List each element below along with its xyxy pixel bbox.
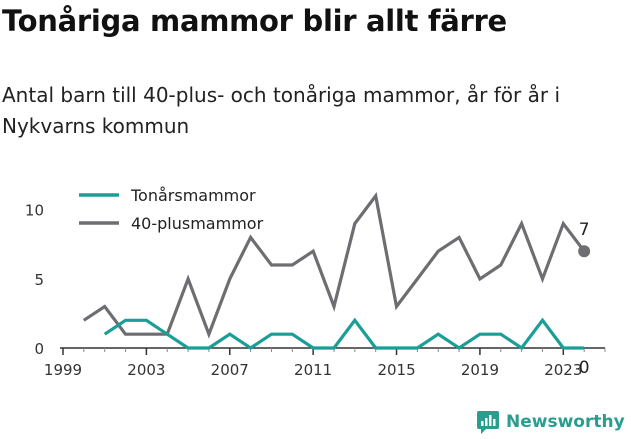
newsworthy-icon xyxy=(477,411,499,434)
end-value-label: 7 xyxy=(579,220,590,240)
y-tick-label: 5 xyxy=(34,271,44,289)
x-tick-label: 2011 xyxy=(294,361,332,379)
x-tick-label: 2003 xyxy=(127,361,165,379)
x-tick-label: 2007 xyxy=(211,361,249,379)
series-line-0 xyxy=(103,317,585,351)
x-tick-label: 2019 xyxy=(461,361,499,379)
y-tick-label: 0 xyxy=(34,340,44,358)
end-point-marker xyxy=(578,245,591,258)
x-tick-label: 1999 xyxy=(44,361,82,379)
chart-subtitle: Antal barn till 40-plus- och tonåriga ma… xyxy=(2,83,561,138)
newsworthy-logo: Newsworthy xyxy=(476,409,625,435)
chart-title: Tonåriga mammor blir allt färre xyxy=(2,4,507,38)
end-value-label: 0 xyxy=(579,358,590,378)
x-tick-label: 2015 xyxy=(377,361,415,379)
x-tick-label: 2023 xyxy=(544,361,582,379)
brand-name: Newsworthy xyxy=(506,412,625,432)
legend-label: 40-plusmammor xyxy=(131,214,264,233)
legend-label: Tonårsmammor xyxy=(130,186,256,205)
y-tick-label: 10 xyxy=(25,202,44,220)
